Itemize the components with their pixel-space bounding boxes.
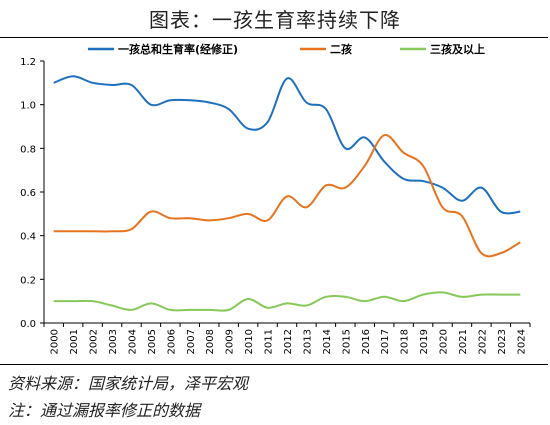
x-tick-label: 2015 <box>341 329 352 354</box>
x-tick-label: 2010 <box>244 329 255 354</box>
x-tick-label: 2000 <box>50 329 61 354</box>
footnote: 注：通过漏报率修正的数据 <box>8 401 201 420</box>
x-tick-label: 2007 <box>186 329 197 354</box>
series-line-3 <box>53 291 521 312</box>
x-tick-label: 2016 <box>361 329 372 354</box>
y-tick-label: 0.6 <box>20 188 36 199</box>
x-tick-label: 2023 <box>497 329 508 354</box>
x-tick-label: 2005 <box>147 329 158 354</box>
chart-series <box>53 75 521 312</box>
y-tick-label: 0.2 <box>20 275 36 286</box>
source-note: 资料来源：国家统计局，泽平宏观 <box>8 374 249 393</box>
x-tick-label: 2022 <box>477 329 488 354</box>
y-tick-label: 0.4 <box>20 232 36 243</box>
x-tick-label: 2004 <box>127 329 138 354</box>
series-line-1 <box>53 75 521 215</box>
legend-label-2: 二孩 <box>330 42 352 56</box>
x-tick-label: 2001 <box>69 329 80 354</box>
x-tick-label: 2011 <box>264 329 275 354</box>
y-tick-label: 0.8 <box>20 144 36 155</box>
x-tick-label: 2006 <box>166 329 177 354</box>
y-tick-label: 1.2 <box>20 57 36 68</box>
x-tick-label: 2018 <box>400 329 411 354</box>
x-tick-label: 2024 <box>516 329 527 354</box>
x-tick-label: 2017 <box>380 329 391 354</box>
y-tick-label: 1.0 <box>20 101 36 112</box>
x-tick-label: 2013 <box>302 329 313 354</box>
x-tick-label: 2012 <box>283 329 294 354</box>
x-tick-label: 2014 <box>322 329 333 354</box>
legend-label-3: 三孩及以上 <box>430 42 485 56</box>
chart-frame <box>0 37 548 365</box>
y-tick-label: 0.0 <box>20 319 36 330</box>
x-tick-label: 2020 <box>439 329 450 354</box>
chart-axes: 0.0 0.2 0.4 0.6 0.8 1.0 1.2 2000 2001 2002 2003 200… <box>20 57 531 354</box>
x-tick-label: 2003 <box>108 329 119 354</box>
x-tick-label: 2019 <box>419 329 430 354</box>
legend-label-1: 一孩总和生育率(经修正) <box>118 42 238 56</box>
chart-legend: 一孩总和生育率(经修正) 二孩 三孩及以上 <box>88 42 485 56</box>
chart-title: 图表：一孩生育率持续下降 <box>149 8 401 32</box>
x-tick-label: 2009 <box>225 329 236 354</box>
series-line-2 <box>53 134 521 258</box>
x-tick-label: 2008 <box>205 329 216 354</box>
x-tick-label: 2021 <box>458 329 469 354</box>
x-tick-label: 2002 <box>89 329 100 354</box>
line-chart: 0.0 0.2 0.4 0.6 0.8 1.0 1.2 2000 2001 2002 2003 200… <box>20 42 531 354</box>
